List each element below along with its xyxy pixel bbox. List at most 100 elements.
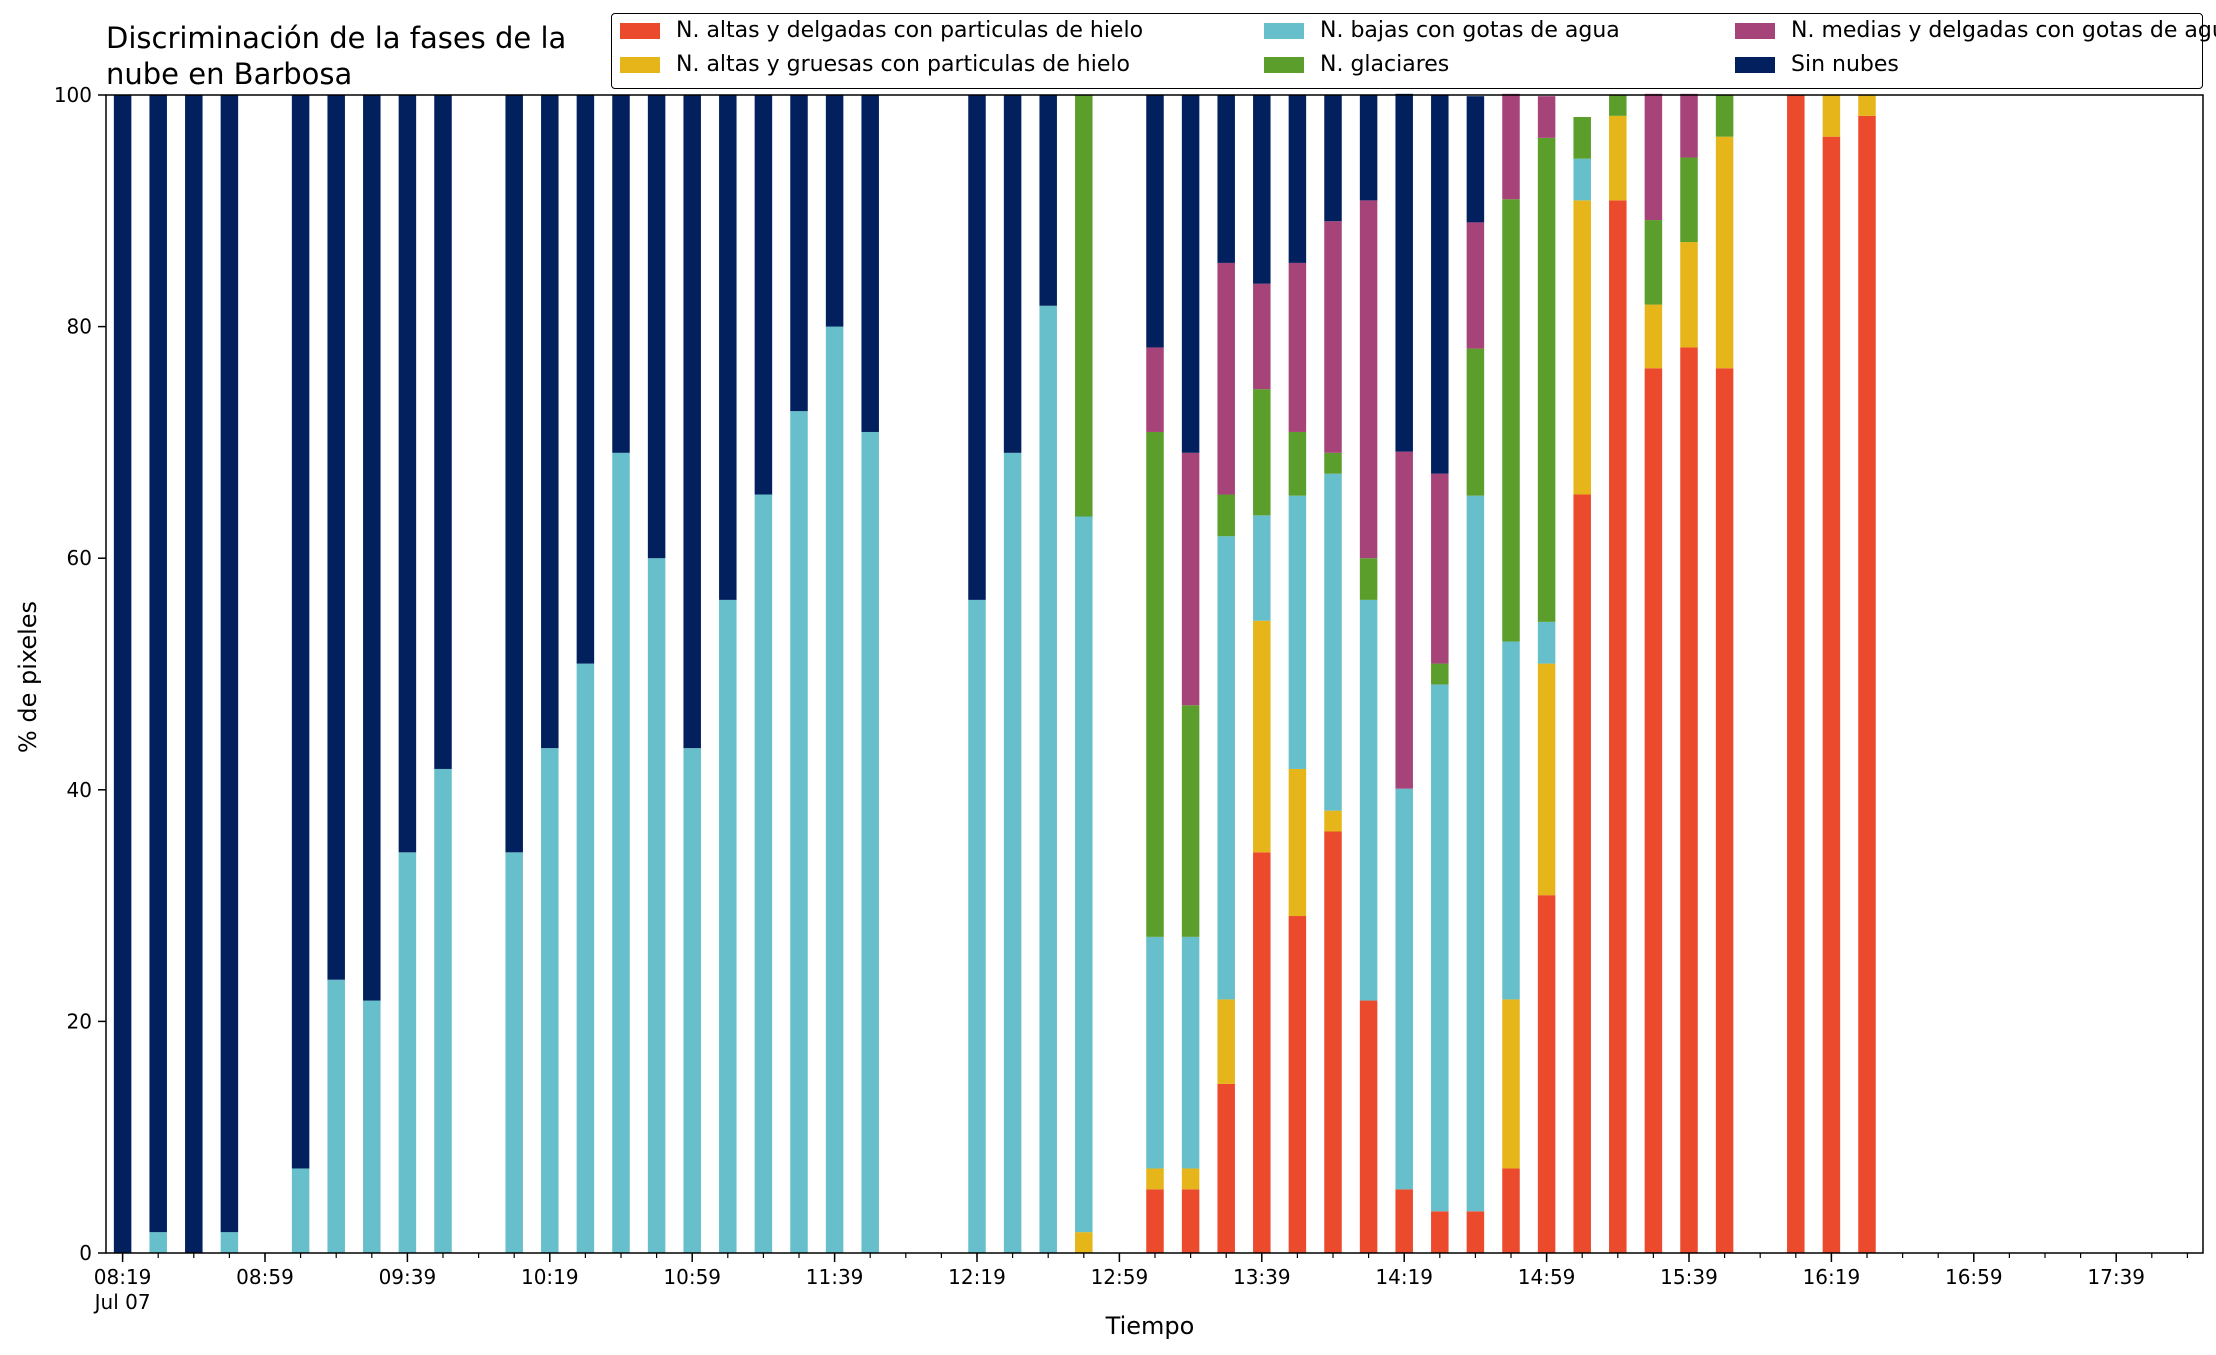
bar-segment-0 [1288,916,1307,1253]
bar-segment-5 [1003,95,1022,453]
x-tick-label: 12:59 [1091,1265,1149,1289]
bar-segment-5 [398,95,417,853]
bar-segment-0 [1715,368,1734,1254]
bar-segment-0 [1609,200,1627,1253]
bar-segment-1 [1537,663,1556,896]
bar-segment-0 [1253,852,1271,1253]
bar-segment-2 [1359,599,1378,1001]
bar-segment-5 [1288,95,1307,263]
bar-segment-5 [113,95,132,1253]
bar-segment-4 [1644,93,1663,221]
bar-segment-2 [1537,621,1556,664]
bar-segment-2 [1466,495,1485,1212]
bar-segment-5 [291,95,310,1169]
bar-segment-1 [1324,810,1342,832]
bar-segment-2 [861,431,879,1253]
x-tick-label: 08:19 [94,1265,152,1289]
bar-segment-0 [1146,1189,1164,1253]
bar-segment-0 [1181,1189,1200,1253]
x-tick-label: 16:19 [1803,1265,1861,1289]
bar-segment-5 [363,95,381,1001]
bar-segment-5 [647,95,666,559]
bar-segment-5 [719,95,737,600]
bar-segment-1 [1680,242,1698,348]
legend: N. altas y delgadas con particulas de hi… [611,13,2216,89]
bar-segment-3 [1288,431,1307,496]
bar-segment-2 [1181,936,1200,1169]
legend-label: N. altas y delgadas con particulas de hi… [676,18,1144,43]
bar-segment-5 [754,95,773,495]
y-axis-label: % de pixeles [14,600,42,754]
bar-segment-2 [1288,495,1307,769]
x-tick-label: 14:59 [1518,1265,1576,1289]
bar-segment-5 [1324,95,1342,222]
bar-segment-4 [1395,451,1413,789]
bar-segment-3 [1181,705,1200,937]
bar-segment-0 [1502,1168,1520,1253]
bar-segment-3 [1146,431,1164,937]
bar-segment-5 [790,95,808,412]
legend-label: N. glaciares [1320,52,1450,77]
bar-segment-0 [1466,1211,1485,1253]
bar-segment-5 [1253,95,1271,284]
bar-segment-2 [968,599,986,1253]
x-tick-label: 08:59 [236,1265,294,1289]
bar-segment-0 [1787,95,1805,1253]
bar-segment-3 [1075,95,1093,517]
bar-segment-3 [1359,558,1378,600]
bar-segment-2 [1573,158,1591,201]
bar-segment-3 [1537,137,1556,622]
legend-item-altas-gruesas: N. altas y gruesas con particulas de hie… [620,52,1130,77]
bar-segment-0 [1431,1211,1449,1253]
x-tick-label: 09:39 [379,1265,437,1289]
y-tick-label: 40 [67,778,92,802]
bar-segment-1 [1715,136,1734,369]
bar-segment-2 [1395,788,1413,1190]
bar-segment-4 [1288,262,1307,432]
legend-swatch [620,22,660,39]
bar-segment-2 [398,852,417,1253]
bar-segment-1 [1181,1168,1200,1190]
bar-segment-3 [1253,389,1271,516]
bar-segment-2 [1217,536,1235,1000]
bar-segment-2 [327,979,345,1253]
bar-segment-2 [1502,641,1520,1000]
bar-segment-5 [220,95,239,1233]
bar-segment-1 [1146,1168,1164,1190]
chart-title: Discriminación de la fases de la nube en… [106,20,626,92]
bar-segment-0 [1324,831,1342,1253]
bar-segment-1 [1075,1232,1093,1253]
bar-segment-2 [149,1232,167,1253]
x-tick-label: 14:19 [1375,1265,1433,1289]
bar-segment-3 [1609,95,1627,116]
legend-swatch [1735,56,1775,73]
bar-segment-5 [1181,95,1200,453]
legend-label: N. medias y delgadas con gotas de agua [1791,18,2216,43]
x-tick-label: 10:59 [663,1265,721,1289]
bar-segment-2 [754,494,773,1253]
bar-segment-5 [683,95,701,749]
bar-segment-4 [1502,93,1520,200]
bar-segment-3 [1573,117,1591,159]
bar-segment-1 [1573,200,1591,495]
bar-segment-2 [825,326,844,1254]
bar-segment-0 [1858,115,1876,1254]
bar-segment-1 [1858,95,1876,116]
legend-item-bajas-agua: N. bajas con gotas de agua [1264,18,1620,43]
bar-segment-0 [1359,1000,1378,1253]
bar-segment-2 [1003,452,1022,1253]
legend-label: Sin nubes [1791,52,1899,77]
bar-segment-2 [647,558,666,1253]
x-tick-label: 17:39 [2087,1265,2145,1289]
legend-item-sin-nubes: Sin nubes [1735,52,1899,77]
bar-segment-5 [149,95,167,1233]
chart-title-line-1: Discriminación de la fases de la [106,21,567,55]
bar-segment-1 [1502,999,1520,1169]
bar-segment-2 [220,1232,239,1253]
chart-title-line-2: nube en Barbosa [106,57,353,91]
bar-segment-4 [1253,283,1271,390]
y-tick-label: 0 [79,1241,92,1265]
bar-segment-2 [1253,515,1271,621]
bar-segment-2 [683,748,701,1253]
